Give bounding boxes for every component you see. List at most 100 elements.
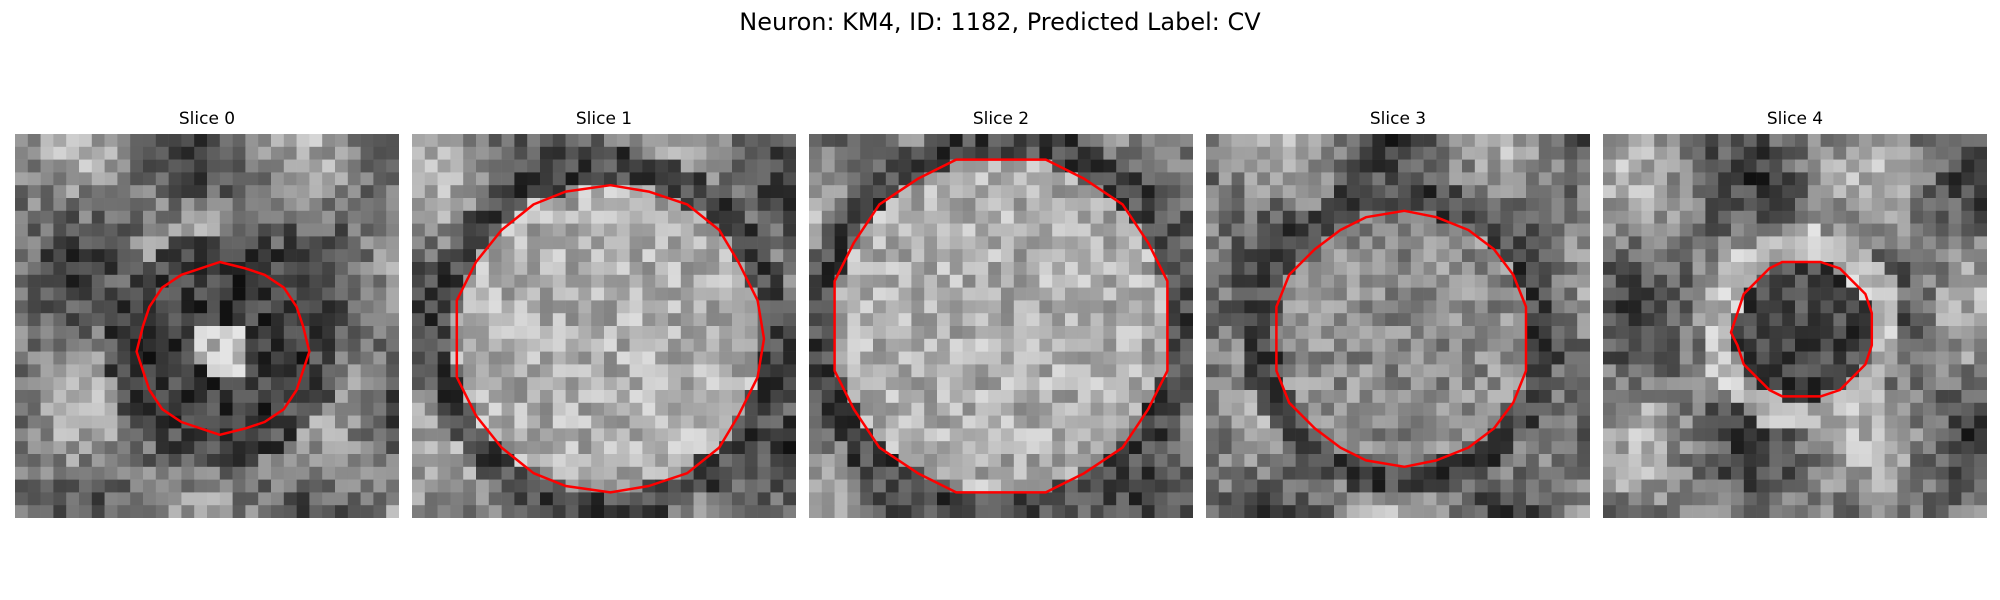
image-pixel xyxy=(219,210,233,224)
image-pixel xyxy=(757,390,771,404)
image-pixel xyxy=(1961,428,1975,442)
image-pixel xyxy=(949,300,963,314)
image-pixel xyxy=(1026,210,1040,224)
image-pixel xyxy=(1410,262,1424,276)
image-pixel xyxy=(1526,338,1540,352)
image-pixel xyxy=(155,134,169,148)
image-pixel xyxy=(386,390,399,404)
image-pixel xyxy=(1961,441,1975,455)
image-pixel xyxy=(732,492,746,506)
image-pixel xyxy=(91,466,105,480)
image-pixel xyxy=(1603,402,1617,416)
image-pixel xyxy=(1679,223,1693,237)
image-pixel xyxy=(1538,262,1552,276)
image-pixel xyxy=(1065,415,1079,429)
image-pixel xyxy=(1423,390,1437,404)
image-pixel xyxy=(15,505,29,518)
image-pixel xyxy=(271,377,285,391)
image-pixel xyxy=(1065,146,1079,160)
image-pixel xyxy=(1782,326,1796,340)
image-pixel xyxy=(1244,210,1258,224)
image-pixel xyxy=(232,159,246,173)
image-pixel xyxy=(335,402,349,416)
image-pixel xyxy=(1398,466,1412,480)
image-pixel xyxy=(629,454,643,468)
image-pixel xyxy=(1577,223,1590,237)
image-pixel xyxy=(1346,223,1360,237)
image-pixel xyxy=(245,287,259,301)
image-pixel xyxy=(527,159,541,173)
image-pixel xyxy=(565,134,579,148)
image-pixel xyxy=(501,402,515,416)
image-pixel xyxy=(1270,492,1284,506)
image-pixel xyxy=(949,210,963,224)
image-pixel xyxy=(1410,428,1424,442)
image-pixel xyxy=(1013,326,1027,340)
image-pixel xyxy=(719,172,733,186)
image-pixel xyxy=(335,300,349,314)
image-pixel xyxy=(1513,364,1527,378)
image-pixel xyxy=(476,479,490,493)
image-pixel xyxy=(1782,441,1796,455)
image-pixel xyxy=(1295,287,1309,301)
image-pixel xyxy=(1859,454,1873,468)
image-pixel xyxy=(1206,505,1220,518)
image-pixel xyxy=(1538,223,1552,237)
image-pixel xyxy=(1487,402,1501,416)
image-pixel xyxy=(1180,134,1193,148)
image-pixel xyxy=(642,415,656,429)
image-pixel xyxy=(1385,313,1399,327)
image-pixel xyxy=(309,236,323,250)
image-pixel xyxy=(1641,351,1655,365)
image-pixel xyxy=(1103,274,1117,288)
image-pixel xyxy=(1065,287,1079,301)
image-pixel xyxy=(1129,492,1143,506)
image-pixel xyxy=(1103,249,1117,263)
image-pixel xyxy=(1910,185,1924,199)
image-pixel xyxy=(1705,210,1719,224)
image-pixel xyxy=(1257,262,1271,276)
image-pixel xyxy=(1065,236,1079,250)
image-pixel xyxy=(642,159,656,173)
image-pixel xyxy=(1270,479,1284,493)
image-pixel xyxy=(744,300,758,314)
image-pixel xyxy=(1052,300,1066,314)
image-pixel xyxy=(1052,185,1066,199)
image-pixel xyxy=(1116,402,1130,416)
image-pixel xyxy=(1436,198,1450,212)
image-pixel xyxy=(809,454,823,468)
image-pixel xyxy=(155,351,169,365)
image-pixel xyxy=(578,146,592,160)
image-pixel xyxy=(1090,274,1104,288)
image-pixel xyxy=(1001,249,1015,263)
image-pixel xyxy=(155,377,169,391)
image-pixel xyxy=(1077,223,1091,237)
image-pixel xyxy=(1077,326,1091,340)
image-pixel xyxy=(1462,454,1476,468)
image-pixel xyxy=(1551,415,1565,429)
image-pixel xyxy=(1257,249,1271,263)
image-pixel xyxy=(527,249,541,263)
image-pixel xyxy=(476,198,490,212)
image-pixel xyxy=(181,454,195,468)
image-pixel xyxy=(937,390,951,404)
image-pixel xyxy=(949,249,963,263)
image-pixel xyxy=(66,210,80,224)
image-pixel xyxy=(1334,300,1348,314)
image-pixel xyxy=(168,479,182,493)
image-pixel xyxy=(949,159,963,173)
image-pixel xyxy=(1500,146,1514,160)
image-pixel xyxy=(1833,313,1847,327)
image-pixel xyxy=(1564,287,1578,301)
image-pixel xyxy=(373,402,387,416)
image-pixel xyxy=(860,274,874,288)
image-pixel xyxy=(373,428,387,442)
image-pixel xyxy=(1564,185,1578,199)
image-pixel xyxy=(1654,313,1668,327)
image-pixel xyxy=(1449,249,1463,263)
image-pixel xyxy=(1577,198,1590,212)
image-pixel xyxy=(1910,364,1924,378)
image-pixel xyxy=(1039,466,1053,480)
image-pixel xyxy=(1833,338,1847,352)
image-pixel xyxy=(821,390,835,404)
